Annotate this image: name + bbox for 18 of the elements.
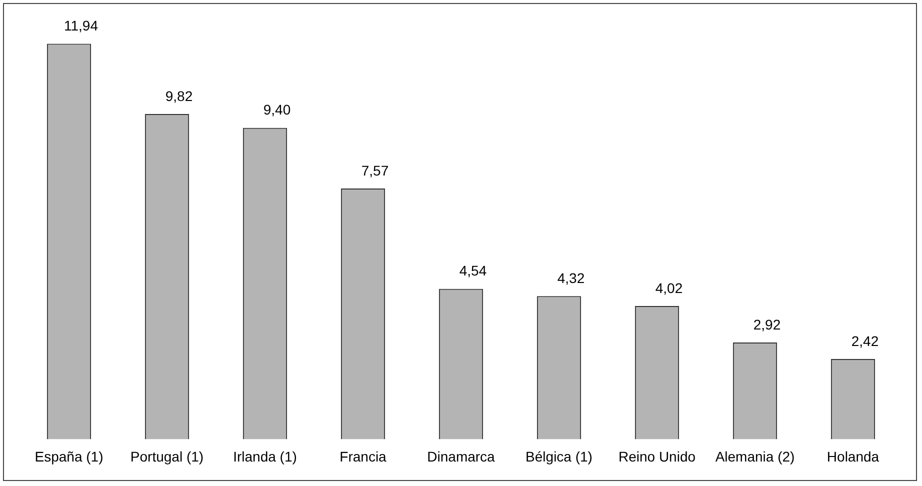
x-tick-label: Portugal (1) [130,448,204,464]
data-label: 4,54 [459,262,487,279]
x-tick-label: Alemania (2) [715,448,795,464]
data-label: 11,94 [64,18,98,34]
data-label: 4,02 [655,280,683,296]
data-label: 9,40 [263,102,291,118]
data-label: 9,82 [165,88,193,104]
x-tick-label: Bélgica (1) [526,448,592,464]
data-label: 4,32 [557,270,585,286]
x-tick-label: Irlanda (1) [233,448,297,464]
x-tick-label: Reino Unido [618,448,696,464]
data-label: 7,57 [361,162,389,178]
x-tick-label: Holanda [826,448,880,464]
data-label: 2,92 [753,316,781,332]
data-label: 2,42 [851,332,879,349]
x-tick-label: España (1) [34,448,104,464]
x-tick-label: Dinamarca [427,448,496,464]
x-tick-label: Francia [340,448,387,464]
